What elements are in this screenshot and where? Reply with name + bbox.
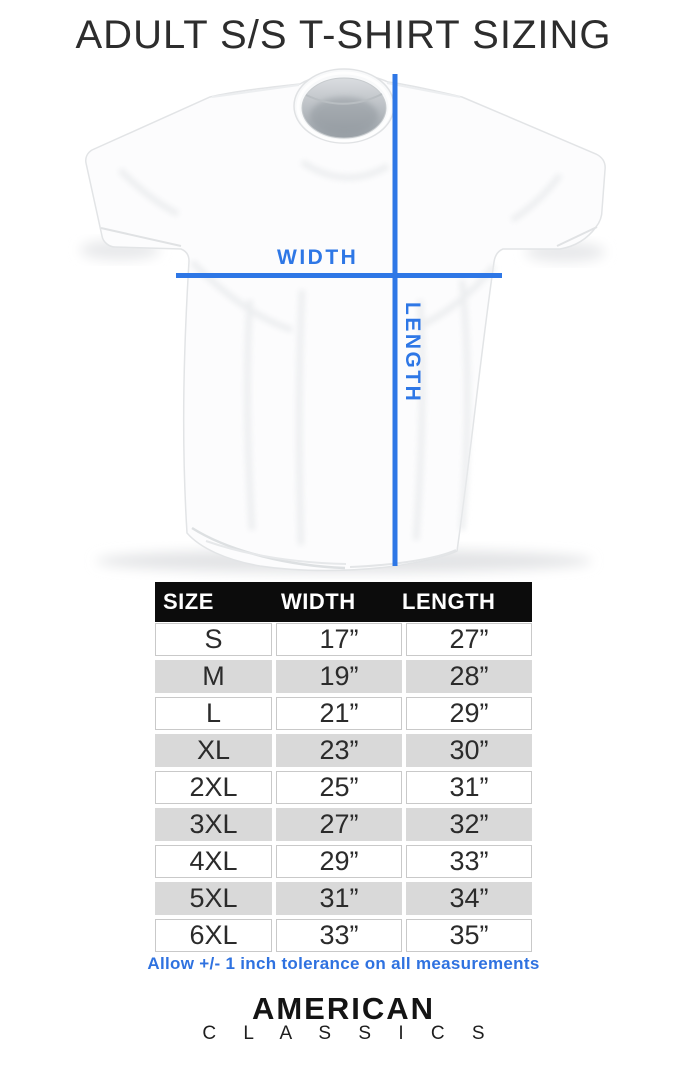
width-cell: 31” (276, 882, 402, 915)
brand-logo: AMERICAN C L A S S I C S (0, 991, 687, 1044)
width-cell: 29” (276, 845, 402, 878)
width-cell: 21” (276, 697, 402, 730)
header-size: SIZE (163, 589, 214, 614)
size-table-header: SIZE WIDTH LENGTH (155, 582, 532, 622)
table-row: 5XL 31” 34” (155, 882, 532, 915)
tshirt-image (80, 68, 606, 573)
width-cell: 33” (276, 919, 402, 952)
table-row: 6XL 33” 35” (155, 919, 532, 952)
width-cell: 25” (276, 771, 402, 804)
table-row: S 17” 27” (155, 623, 532, 656)
size-table: SIZE WIDTH LENGTH S 17” 27” M 19” 28” L 21” 29” X… (155, 582, 532, 952)
page-title: ADULT S/S T-SHIRT SIZING (75, 13, 612, 57)
width-measure-label: WIDTH (277, 246, 359, 269)
size-cell: XL (155, 734, 272, 767)
size-cell: 4XL (155, 845, 272, 878)
length-cell: 27” (406, 623, 532, 656)
collar (293, 68, 395, 144)
width-line (176, 273, 502, 278)
tshirt-outline (85, 72, 606, 572)
size-cell: 2XL (155, 771, 272, 804)
length-cell: 33” (406, 845, 532, 878)
size-cell: L (155, 697, 272, 730)
size-table-rows: S 17” 27” M 19” 28” L 21” 29” XL 23” 30” 2XL 25” 31” 3X… (155, 623, 532, 952)
table-row: 3XL 27” 32” (155, 808, 532, 841)
table-row: 2XL 25” 31” (155, 771, 532, 804)
table-row: 4XL 29” 33” (155, 845, 532, 878)
width-cell: 17” (276, 623, 402, 656)
size-cell: 5XL (155, 882, 272, 915)
size-cell: S (155, 623, 272, 656)
brand-subname: C L A S S I C S (202, 1023, 496, 1044)
width-cell: 27” (276, 808, 402, 841)
length-cell: 29” (406, 697, 532, 730)
size-cell: 3XL (155, 808, 272, 841)
table-row: M 19” 28” (155, 660, 532, 693)
header-length: LENGTH (402, 589, 496, 614)
header-width: WIDTH (281, 589, 356, 614)
size-cell: 6XL (155, 919, 272, 952)
length-cell: 31” (406, 771, 532, 804)
length-cell: 28” (406, 660, 532, 693)
tolerance-note: Allow +/- 1 inch tolerance on all measur… (147, 954, 540, 973)
length-cell: 34” (406, 882, 532, 915)
size-cell: M (155, 660, 272, 693)
table-row: L 21” 29” (155, 697, 532, 730)
length-cell: 30” (406, 734, 532, 767)
width-cell: 23” (276, 734, 402, 767)
length-measure-label: LENGTH (401, 302, 424, 404)
length-cell: 32” (406, 808, 532, 841)
table-row: XL 23” 30” (155, 734, 532, 767)
width-cell: 19” (276, 660, 402, 693)
brand-name: AMERICAN (251, 991, 436, 1026)
length-line (392, 74, 398, 566)
length-cell: 35” (406, 919, 532, 952)
